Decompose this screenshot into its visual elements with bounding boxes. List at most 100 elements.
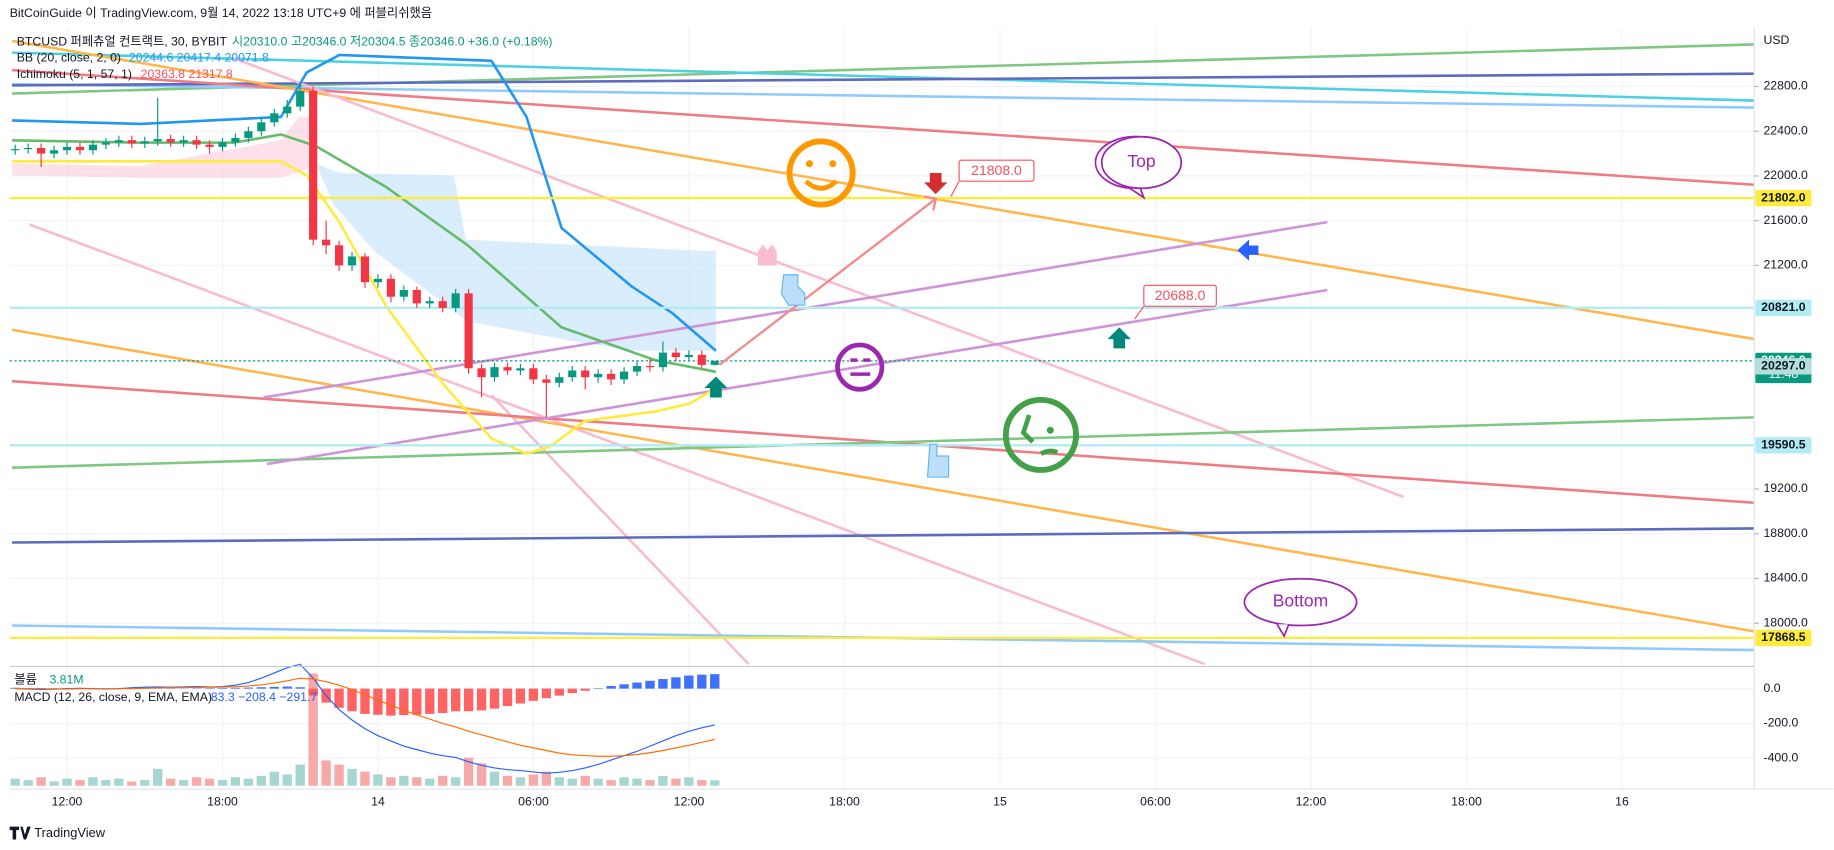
candle-body — [62, 146, 72, 151]
y-tick-label: -400.0 — [1763, 751, 1798, 765]
y-tick-label: 18800.0 — [1763, 526, 1808, 540]
trend-line — [266, 288, 1328, 466]
candle-body — [710, 360, 719, 365]
candle-body — [399, 290, 408, 297]
candle-body — [451, 293, 460, 308]
volume-bar — [23, 780, 33, 786]
volume-bar — [153, 768, 163, 786]
macd-histogram-bar — [308, 688, 318, 696]
candle-body — [542, 379, 551, 383]
volume-bar — [360, 771, 370, 786]
time-axis: 12:00 18:00 14 06:00 12:00 18:00 15 06:00 12:00 1… — [52, 794, 1629, 808]
candle-body — [88, 144, 98, 151]
candle-body — [270, 113, 279, 123]
y-tick-label: 22000.0 — [1763, 168, 1808, 182]
candle-body — [218, 142, 227, 147]
up-arrow — [704, 376, 728, 398]
candle-body — [412, 290, 421, 304]
volume-bar — [373, 774, 383, 786]
y-tick-label: 18400.0 — [1763, 571, 1808, 585]
volume-bar — [101, 780, 111, 786]
macd-histogram-bar — [217, 687, 228, 689]
candle-body — [555, 377, 564, 383]
volume-bar — [204, 778, 215, 786]
time-label: 06:00 — [1140, 794, 1171, 808]
y-tick-label: 18000.0 — [1763, 615, 1808, 629]
bollinger-upper — [12, 53, 717, 352]
down-arrow — [924, 173, 948, 195]
volume-bar — [114, 778, 124, 786]
volume-bar — [10, 778, 20, 786]
hand-icon — [926, 443, 950, 478]
macd-histogram-bar — [256, 687, 267, 689]
candle-body — [632, 366, 642, 372]
indicator-name: Ichimoku (5, 1, 57, 1) — [17, 67, 132, 81]
arrow-head — [923, 195, 938, 211]
candle-body — [309, 90, 318, 240]
volume-bar — [347, 768, 357, 786]
macd-histogram-bar — [580, 688, 590, 691]
price-label: 20821.0 — [1761, 300, 1806, 314]
candle-body — [425, 301, 434, 304]
candle-body — [619, 371, 629, 380]
volume-bar — [438, 775, 448, 786]
price-label-box — [1755, 437, 1812, 454]
price-label: 19590.5 — [1761, 438, 1806, 452]
volume-bar — [269, 771, 279, 786]
macd-histogram-bar — [502, 688, 513, 707]
y-tick-label: 21200.0 — [1763, 258, 1808, 272]
candle-body — [464, 293, 473, 369]
trend-line — [11, 328, 1755, 633]
macd-histogram-bar — [269, 686, 279, 689]
candle-body — [75, 146, 85, 151]
volume-bar — [632, 778, 642, 786]
bollinger-lower — [12, 160, 717, 456]
volume-bar — [178, 780, 189, 786]
macd-histogram-bar — [684, 675, 694, 689]
volume-bar — [334, 764, 344, 786]
volume-bar — [243, 778, 254, 786]
price-label-box — [1755, 189, 1812, 207]
candle-body — [231, 137, 240, 143]
symbol: BTCUSD 퍼페츄얼 컨트랙트, 30, BYBIT — [17, 34, 228, 48]
volume-bar — [580, 775, 590, 786]
price-label-box — [1755, 299, 1812, 316]
time-label: 18:00 — [207, 794, 238, 808]
macd-line — [15, 663, 715, 774]
volume-bar — [321, 760, 331, 786]
left-arrow — [1237, 239, 1259, 261]
macd-histogram-bar — [450, 688, 461, 712]
macd-histogram-bar — [606, 686, 616, 689]
speech-bubble — [1243, 577, 1358, 627]
volume-bar — [528, 774, 539, 786]
volume-bar — [567, 778, 577, 786]
macd-histogram-bar — [373, 688, 383, 715]
bubble-tail — [1276, 623, 1290, 639]
y-tick-label: 22800.0 — [1763, 79, 1808, 93]
volume-bar — [36, 777, 46, 786]
candle-body — [581, 370, 590, 378]
indicator-name: BB (20, close, 2, 0) — [17, 51, 121, 65]
candle-body — [24, 148, 33, 150]
speech-bubble — [1100, 135, 1183, 190]
time-label: 12:00 — [674, 794, 705, 808]
candle-body — [697, 354, 706, 365]
volume-bar — [282, 774, 292, 786]
candle-body — [257, 122, 266, 132]
volume-bar — [308, 673, 318, 786]
y-tick-label: 19200.0 — [1763, 481, 1808, 495]
candle-body — [360, 256, 370, 283]
candle-body — [166, 139, 175, 143]
candle-body — [568, 370, 577, 378]
volume-bar — [62, 778, 72, 786]
macd-histogram-bar — [515, 688, 526, 704]
candle-body — [516, 368, 525, 371]
volume-bar — [256, 775, 267, 786]
sad-face — [1002, 396, 1079, 473]
macd-histogram-bar — [295, 687, 305, 689]
macd-histogram-bar — [463, 688, 474, 712]
volume-bar — [606, 780, 616, 786]
currency: USD — [1763, 33, 1789, 47]
volume-bar — [191, 777, 202, 786]
